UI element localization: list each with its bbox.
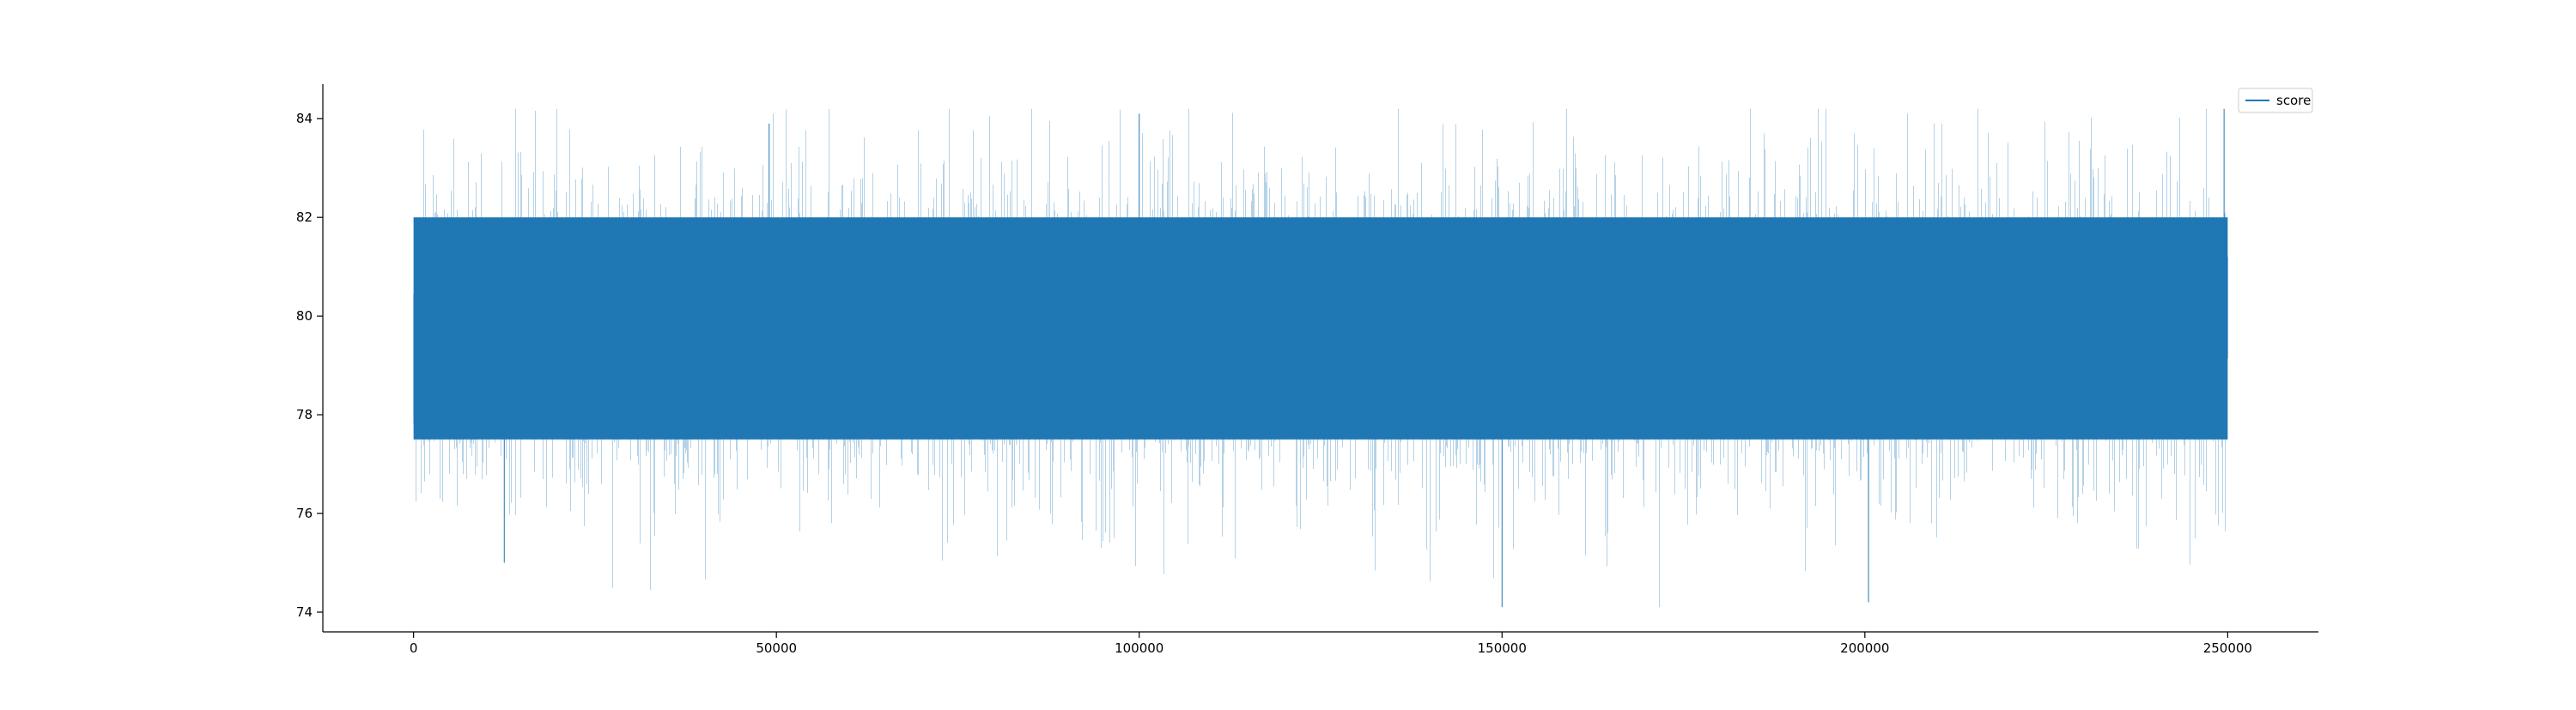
x-tick-label: 250000 — [2203, 640, 2252, 656]
y-tick-label: 74 — [296, 604, 313, 620]
legend: score — [2238, 88, 2313, 113]
x-tick-label: 50000 — [756, 640, 797, 656]
series-score-band — [413, 217, 2228, 440]
x-tick-label: 0 — [410, 640, 418, 656]
x-tick-label: 200000 — [1840, 640, 1889, 656]
legend-box — [2238, 88, 2313, 113]
axes: 0 50000 100000 150000 200000 250000 74 76 78 80 82… — [296, 84, 2318, 656]
x-tick-label: 100000 — [1115, 640, 1163, 656]
y-tick-label: 80 — [296, 308, 313, 324]
x-tick-label: 150000 — [1478, 640, 1527, 656]
y-tick-label: 82 — [296, 209, 313, 225]
y-tick-label: 76 — [296, 506, 313, 521]
y-tick-label: 84 — [296, 111, 313, 126]
legend-label-score: score — [2276, 93, 2311, 108]
y-tick-label: 78 — [296, 407, 313, 422]
plot-area — [413, 108, 2228, 608]
